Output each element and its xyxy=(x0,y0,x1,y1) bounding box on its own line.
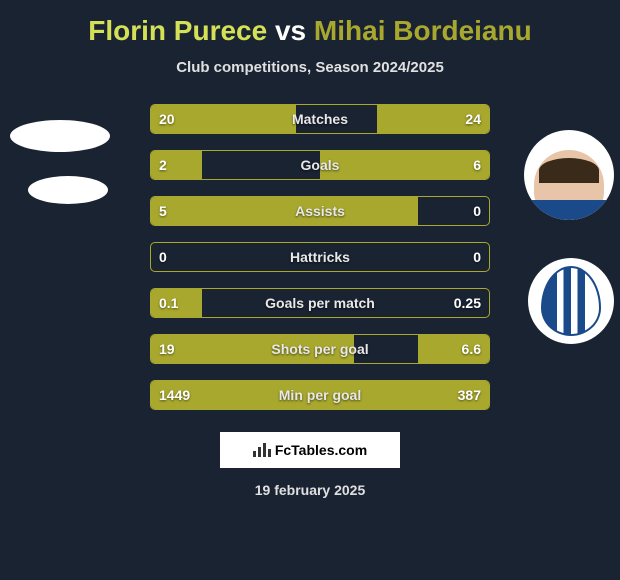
vs-text: vs xyxy=(275,15,306,46)
stat-label: Shots per goal xyxy=(271,341,368,357)
player1-name: Florin Purece xyxy=(88,15,267,46)
val-left: 19 xyxy=(159,341,175,357)
val-right: 6 xyxy=(473,157,481,173)
val-right: 0.25 xyxy=(454,295,481,311)
crest-icon xyxy=(541,266,601,336)
player2-name: Mihai Bordeianu xyxy=(314,15,532,46)
widget-container: Florin Purece vs Mihai Bordeianu Club co… xyxy=(0,0,620,580)
stat-row: 1449 387 Min per goal xyxy=(150,380,490,410)
val-left: 0.1 xyxy=(159,295,178,311)
stat-row: 19 6.6 Shots per goal xyxy=(150,334,490,364)
val-left: 2 xyxy=(159,157,167,173)
val-left: 5 xyxy=(159,203,167,219)
stat-row: 5 0 Assists xyxy=(150,196,490,226)
stat-label: Hattricks xyxy=(290,249,350,265)
player2-avatar xyxy=(524,130,614,220)
comparison-title: Florin Purece vs Mihai Bordeianu xyxy=(0,15,620,47)
val-right: 24 xyxy=(465,111,481,127)
player2-club-badge xyxy=(528,258,614,344)
stat-row: 20 24 Matches xyxy=(150,104,490,134)
bar-right xyxy=(320,151,489,179)
fctables-text: FcTables.com xyxy=(275,442,367,458)
stat-row: 2 6 Goals xyxy=(150,150,490,180)
val-right: 0 xyxy=(473,203,481,219)
stat-label: Goals per match xyxy=(265,295,375,311)
player1-club-placeholder xyxy=(28,176,108,204)
fctables-logo[interactable]: FcTables.com xyxy=(220,432,400,468)
stat-row: 0.1 0.25 Goals per match xyxy=(150,288,490,318)
stat-label: Goals xyxy=(301,157,340,173)
bar-left xyxy=(151,197,418,225)
subtitle: Club competitions, Season 2024/2025 xyxy=(0,59,620,76)
stat-row: 0 0 Hattricks xyxy=(150,242,490,272)
player1-avatar-placeholder xyxy=(10,120,110,152)
bars-icon xyxy=(253,443,271,457)
val-left: 0 xyxy=(159,249,167,265)
val-right: 387 xyxy=(458,387,481,403)
val-left: 1449 xyxy=(159,387,190,403)
val-right: 0 xyxy=(473,249,481,265)
stat-label: Matches xyxy=(292,111,348,127)
stat-label: Min per goal xyxy=(279,387,361,403)
date-text: 19 february 2025 xyxy=(0,482,620,498)
shirt-icon xyxy=(524,200,614,220)
stats-list: 20 24 Matches 2 6 Goals 5 0 Assists 0 0 Hattricks 0.… xyxy=(150,104,490,410)
stat-label: Assists xyxy=(295,203,345,219)
val-left: 20 xyxy=(159,111,175,127)
val-right: 6.6 xyxy=(462,341,481,357)
